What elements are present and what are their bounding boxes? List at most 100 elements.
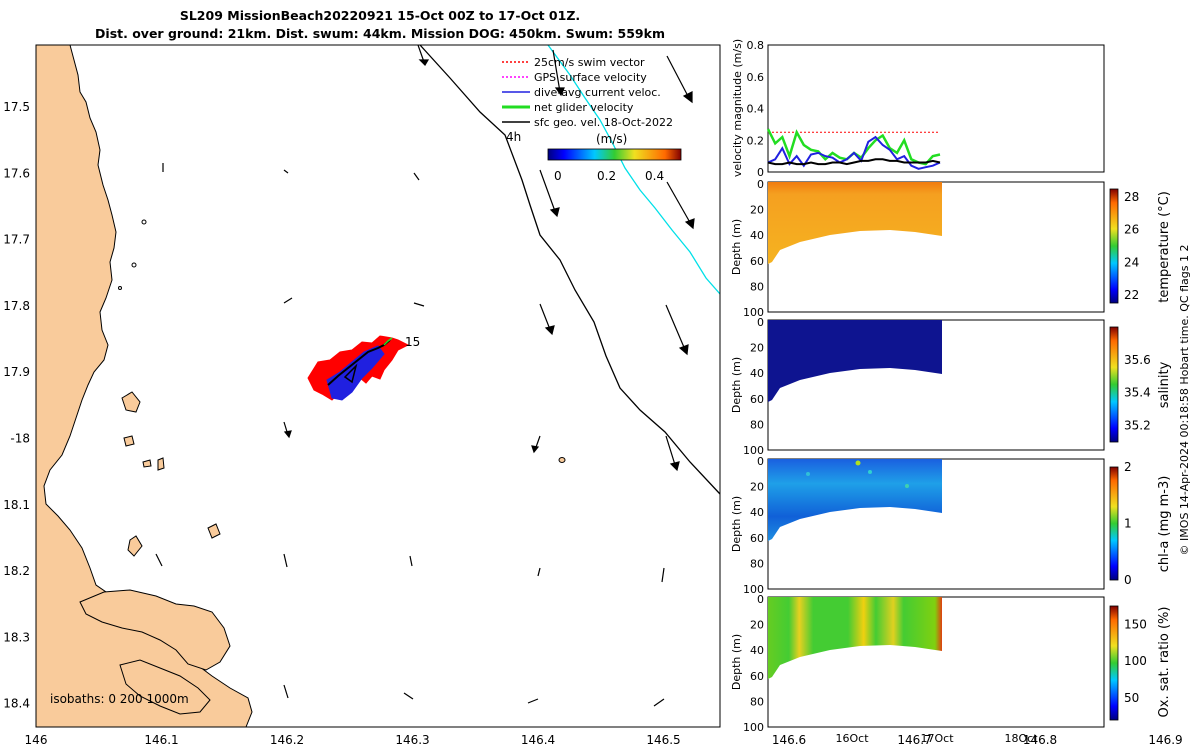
legend-entry-dive: dive-avg current veloc. (502, 86, 661, 99)
geo-arrow (413, 172, 420, 181)
track-loop (343, 363, 358, 384)
geo-arrow (539, 169, 557, 215)
legend-label: 25cm/s swim vector (534, 56, 645, 69)
velocity-y-tick: 0 (757, 166, 764, 179)
credit-text: © IMOS 14-Apr-2024 00:18:58 Hobart time.… (1178, 245, 1191, 556)
depth-tick: 20 (750, 481, 764, 494)
chla-spot (868, 470, 872, 474)
time-tick: 18Oct (1004, 732, 1038, 745)
depth-tick: 0 (757, 178, 764, 191)
velocity-line-2 (767, 135, 941, 170)
map-y-tick: 17.5 (3, 100, 30, 114)
time-tick: 16Oct (835, 732, 869, 745)
colorbar-tick: 2 (1124, 460, 1132, 474)
geo-arrow (653, 698, 665, 707)
map-x-tick: 146.4 (521, 733, 555, 747)
map-y-tick: 18.3 (3, 630, 30, 644)
colorbar-tick: 24 (1124, 255, 1139, 269)
salinity-panel (767, 319, 1105, 451)
chart-title-line2: Dist. over ground: 21km. Dist. swum: 44k… (95, 26, 665, 41)
salinity-field (768, 320, 942, 402)
map-x-tick: 146.3 (395, 733, 429, 747)
legend-entry-swim: 25cm/s swim vector (502, 56, 645, 69)
geo-arrow-head (669, 461, 680, 472)
geo-arrow-head (283, 430, 292, 439)
legend-label: dive-avg current veloc. (534, 86, 661, 99)
map-x-ticks: 146 146.1 146.2 146.3 146.4 146.5 146.6 146.7 14… (25, 733, 1183, 747)
chla-ylabel: Depth (m) (730, 496, 743, 552)
depth-tick: 20 (750, 204, 764, 217)
velocity-y-ticks: 0 0.2 0.4 0.6 0.8 (747, 39, 765, 179)
island-small (142, 459, 152, 468)
depth-tick: 40 (750, 367, 764, 380)
net-velocity-green (383, 337, 393, 346)
colorbar-tick: 150 (1124, 617, 1147, 631)
map-x-tick: 146.8 (1023, 733, 1057, 747)
temperature-ylabel: Depth (m) (730, 219, 743, 275)
chla-cbar-label: chl-a (mg m-3) (1157, 476, 1172, 573)
colorbar-tick: 22 (1124, 288, 1139, 302)
colorbar-tick: 0.2 (597, 169, 616, 183)
depth-tick: 40 (750, 506, 764, 519)
section-panels (767, 181, 1105, 728)
colorbar-tick: 35.4 (1124, 386, 1151, 400)
oxygen-panel (767, 596, 1105, 728)
geo-arrow (155, 553, 163, 567)
depth-tick: 0 (757, 455, 764, 468)
map-y-tick: 17.7 (3, 233, 30, 247)
map-x-tick: 146 (25, 733, 48, 747)
map-y-ticks: 17.5 17.6 17.7 17.8 17.9 -18 18.1 18.2 18.3 18.4 (3, 100, 30, 711)
geo-arrow (666, 181, 693, 227)
depth-tick: 0 (757, 316, 764, 329)
map-y-tick: 17.8 (3, 299, 30, 313)
cyan-track (547, 45, 720, 295)
velocity-y-tick: 0.2 (747, 134, 765, 147)
glider-track (307, 335, 410, 401)
temperature-panel (767, 181, 1105, 313)
velocity-y-tick: 0.6 (747, 71, 765, 84)
map-x-tick: 146.1 (144, 733, 178, 747)
depth-tick: 100 (743, 306, 764, 319)
depth-tick: 100 (743, 444, 764, 457)
temperature-field (768, 182, 942, 264)
isobath-note: isobaths: 0 200 1000m (50, 692, 189, 706)
depth-tick: 100 (743, 721, 764, 734)
geo-arrow-head (544, 325, 555, 336)
speed-colorbar: (m/s) 0 0.2 0.4 (547, 132, 682, 183)
colorbar-tick: 28 (1124, 190, 1139, 204)
map-y-tick: 17.9 (3, 365, 30, 379)
island-small (123, 435, 135, 447)
map-x-tick: 146.2 (270, 733, 304, 747)
salinity-ylabel: Depth (m) (730, 357, 743, 413)
chla-spot (905, 484, 909, 488)
legend-entry-geo: sfc geo. vel. 18-Oct-2022 (502, 116, 673, 129)
annotation-15: 15 (405, 335, 420, 349)
geo-arrow-head (684, 218, 695, 230)
velocity-y-tick: 0.4 (747, 103, 765, 116)
geo-arrow-head (531, 445, 540, 454)
geo-arrow (417, 45, 425, 63)
depth-tick: 20 (750, 619, 764, 632)
chart-title-line1: SL209 MissionBeach20220921 15-Oct 00Z to… (179, 8, 581, 23)
depth-tick: 60 (750, 670, 764, 683)
colorbar-gradient (547, 148, 682, 161)
colorbar-tick: 0.4 (645, 169, 664, 183)
geo-arrow (661, 567, 665, 583)
map-y-tick: 17.6 (3, 166, 30, 180)
colorbar-tick: 0 (1124, 573, 1132, 587)
colorbar-tick: 100 (1124, 654, 1147, 668)
net-velocity-track (327, 339, 391, 386)
geo-arrow (537, 567, 541, 577)
colorbar-label: (m/s) (596, 132, 627, 146)
geo-arrow-head (418, 59, 430, 66)
oxygen-colorbar (1109, 605, 1119, 721)
geo-arrow (283, 169, 289, 174)
depth-tick: 40 (750, 229, 764, 242)
time-x-ticks: 16Oct 17Oct 18Oct (835, 732, 1038, 745)
legend-label: sfc geo. vel. 18-Oct-2022 (534, 116, 673, 129)
isobath-200 (419, 45, 720, 495)
chla-field (768, 459, 942, 541)
colorbar-tick: 1 (1124, 517, 1132, 531)
velocity-frame (767, 44, 1105, 173)
